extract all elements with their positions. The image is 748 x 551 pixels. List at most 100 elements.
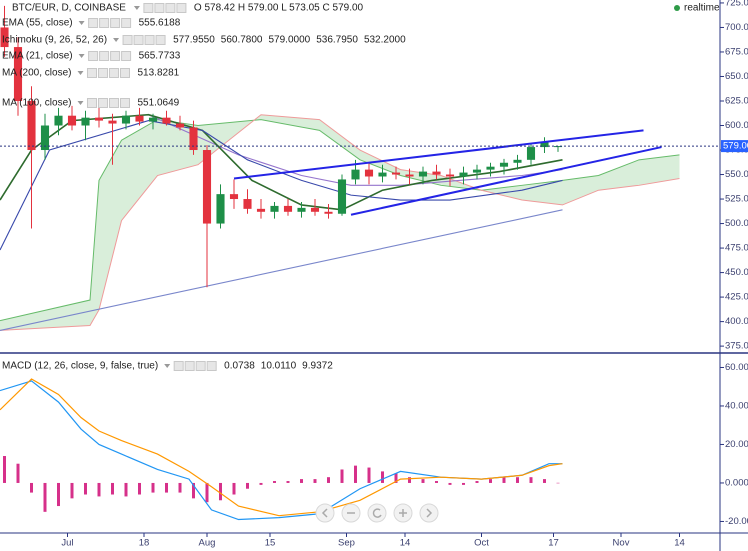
- legend-icon: [108, 68, 119, 78]
- histogram-bar: [192, 482, 195, 499]
- legend-icon: [119, 68, 130, 78]
- histogram-bar: [286, 481, 290, 483]
- legend-name: MACD (12, 26, close, 9, false, true): [2, 361, 158, 372]
- histogram-bar: [165, 482, 168, 493]
- candle-body: [81, 117, 90, 126]
- legend-icon: [195, 361, 206, 371]
- candle-body: [445, 174, 455, 177]
- candle-body: [391, 172, 401, 175]
- icon-right: [426, 508, 433, 518]
- navigation-buttons[interactable]: [315, 503, 439, 523]
- candle-body: [40, 125, 50, 151]
- legend-icon: [155, 35, 166, 45]
- x-tick-label: 14: [400, 538, 411, 549]
- y-tick-label: 0.000: [725, 477, 748, 488]
- histogram-bar: [57, 482, 60, 507]
- y-tick-label: 650.000: [725, 71, 748, 82]
- histogram-bar: [259, 482, 263, 485]
- candle-body: [513, 159, 522, 163]
- histogram-bar: [97, 482, 101, 497]
- legend-icon: [122, 35, 133, 45]
- legend-name: EMA (55, close): [2, 18, 73, 29]
- histogram-bar: [84, 482, 87, 495]
- x-tick-label: Aug: [199, 538, 216, 549]
- legend-icon: [121, 51, 132, 61]
- candle-body: [526, 147, 536, 160]
- candle-body: [472, 169, 482, 173]
- histogram-bar: [421, 479, 425, 483]
- chart-title: BTC/EUR, D, COINBASE: [12, 3, 126, 14]
- candle-body: [499, 162, 509, 167]
- candle-body: [0, 27, 9, 48]
- legend-value: 0.0738: [224, 361, 255, 372]
- candle-body: [351, 169, 360, 180]
- y-tick-label: 600.000: [725, 120, 748, 131]
- legend-menu-arrow: [77, 71, 84, 75]
- ichimoku-span-a: [0, 119, 680, 322]
- legend-icon: [143, 3, 154, 13]
- scroll-right-button[interactable]: [419, 503, 439, 523]
- legend-icon: [99, 51, 110, 61]
- candle-body: [175, 123, 185, 128]
- y-tick-label: 500.000: [725, 218, 748, 229]
- histogram-bar: [273, 481, 276, 483]
- candle-body: [94, 117, 104, 121]
- candle-body: [324, 211, 333, 214]
- candle-body: [297, 207, 306, 212]
- trend-line: [350, 146, 662, 216]
- y-tick-label: 625.000: [725, 96, 748, 107]
- histogram-bar: [124, 482, 128, 497]
- candle-body: [540, 142, 549, 148]
- histogram-bar: [327, 477, 330, 483]
- candle-body: [108, 120, 117, 124]
- scroll-left-button[interactable]: [315, 503, 335, 523]
- histogram-bar: [381, 471, 384, 483]
- legend-value: 577.9550: [173, 35, 215, 46]
- legend-icon: [173, 361, 184, 371]
- legend-icon: [88, 18, 99, 28]
- legend-icon: [154, 3, 165, 13]
- icon-plus: [399, 509, 407, 517]
- histogram-bar: [529, 477, 533, 483]
- x-tick-label: 18: [139, 538, 150, 549]
- legend-icon: [165, 3, 176, 13]
- x-tick-label: Jul: [61, 538, 73, 549]
- candle-body: [54, 115, 63, 126]
- candle-body: [189, 127, 198, 151]
- legend-icon: [133, 35, 144, 45]
- moving-average-line: [0, 113, 563, 211]
- x-tick-label: 14: [674, 538, 685, 549]
- histogram-bar: [543, 479, 546, 483]
- legend-icon: [206, 361, 217, 371]
- legend-icon: [88, 51, 99, 61]
- histogram-bar: [394, 473, 398, 483]
- histogram-bar: [30, 482, 33, 493]
- legend-icon: [121, 18, 132, 28]
- candle-body: [27, 100, 36, 151]
- candle-body: [364, 169, 374, 177]
- histogram-bar: [367, 467, 371, 483]
- histogram-bar: [205, 482, 209, 503]
- histogram-bar: [300, 479, 303, 483]
- legend-icon: [86, 98, 97, 108]
- y-tick-label: 525.000: [725, 194, 748, 205]
- y-tick-label: 20.000: [725, 439, 748, 450]
- candle-body: [310, 207, 320, 212]
- candle-body: [486, 166, 495, 170]
- legend-icon: [176, 3, 187, 13]
- histogram-bar: [16, 463, 20, 483]
- candle-body: [229, 194, 239, 200]
- legend-value: 532.2000: [364, 35, 406, 46]
- candle-body: [148, 117, 158, 122]
- candle-body: [270, 205, 279, 212]
- moving-average-line: [0, 209, 563, 331]
- x-tick-label: 15: [265, 538, 276, 549]
- legend-icon: [108, 98, 119, 108]
- legend-icon: [184, 361, 195, 371]
- legend-value: 513.8281: [137, 68, 179, 79]
- histogram-bar: [313, 479, 317, 483]
- reset-button[interactable]: [367, 503, 387, 523]
- legend-menu-arrow: [164, 364, 171, 368]
- x-tick-label: 17: [548, 538, 559, 549]
